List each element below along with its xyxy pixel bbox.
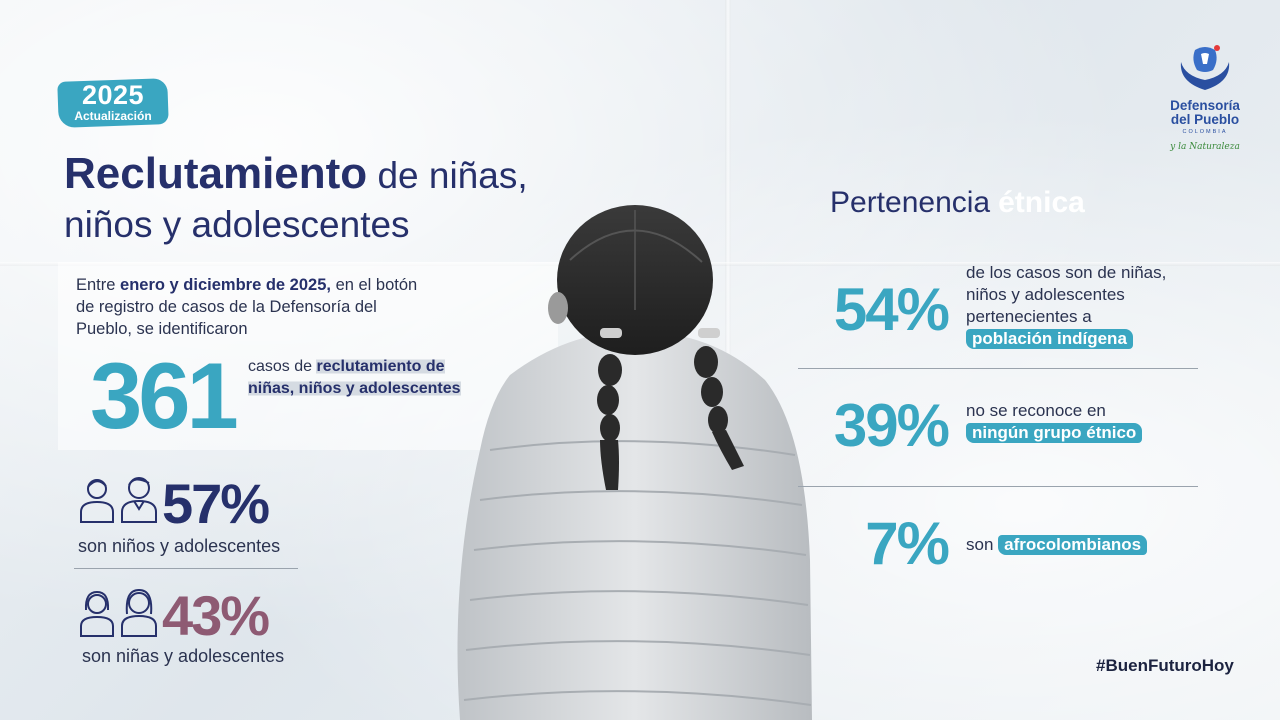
page-title: Reclutamiento de niñas, niños y adolesce… (64, 150, 684, 250)
ethnic-text-3: son (966, 535, 994, 554)
intro-panel (58, 262, 558, 450)
logo-line4: y la Naturaleza (1170, 142, 1240, 152)
boy-icon (80, 479, 114, 523)
ethnic-divider-2 (798, 486, 1198, 487)
year-badge: 2025 Actualización (57, 78, 169, 128)
logo-line3: COLOMBIA (1182, 129, 1228, 135)
girl-icon (80, 590, 114, 637)
logo-line1: Defensoría (1170, 98, 1240, 113)
title-line2: niños y adolescentes (64, 204, 410, 245)
title-bold: Reclutamiento (64, 149, 368, 198)
ethnic-title-pre: Pertenencia (830, 186, 991, 219)
teen-boy-icon (121, 477, 157, 523)
ethnic-title-highlight: étnica (990, 186, 1093, 220)
ethnic-tag-1: población indígena (966, 329, 1133, 349)
ethnic-percent-3: 7% (865, 510, 950, 577)
ethnic-item-1: de los casos son de niñas, niños y adole… (966, 262, 1206, 350)
teen-girl-icon (121, 588, 157, 637)
ethnic-item-2: no se reconoce en ningún grupo étnico (966, 400, 1206, 444)
boys-label: son niños y adolescentes (78, 536, 281, 556)
ethnic-divider-1 (798, 368, 1198, 369)
ethnic-title: Pertenencia étnica (830, 186, 1093, 220)
ethnic-percent-1: 54% (833, 276, 950, 343)
hashtag: #BuenFuturoHoy (1096, 656, 1234, 675)
total-cases-number: 361 (90, 343, 239, 448)
badge-year: 2025 (81, 80, 145, 110)
intro-p1: Entre (76, 276, 121, 294)
girls-percent: 43% (162, 584, 270, 647)
ethnic-percent-2: 39% (833, 392, 950, 459)
title-rest: de niñas, (367, 155, 528, 196)
girls-label: son niñas y adolescentes (82, 646, 285, 666)
logo-line2: del Pueblo (1170, 112, 1240, 127)
ethnic-text-2: no se reconoce en (966, 401, 1106, 420)
total-cases-text: casos de reclutamiento de niñas, niños y… (248, 356, 488, 400)
girls-icons (78, 588, 158, 638)
ethnic-tag-2: ningún grupo étnico (966, 423, 1143, 443)
hands-dove-icon (1180, 45, 1230, 90)
girl-photo (457, 205, 812, 720)
badge-subtitle: Actualización (74, 109, 152, 123)
ethnic-item-3: son afrocolombianos (966, 534, 1206, 556)
intro-text: Entre enero y diciembre de 2025, en el b… (76, 274, 436, 340)
gender-divider (74, 568, 298, 569)
intro-p2: en el botón de registro de casos de la D… (76, 276, 418, 338)
intro-period: enero y diciembre de 2025, (120, 276, 331, 294)
total-cases-pre: casos de (248, 358, 317, 375)
ethnic-tag-3: afrocolombianos (998, 535, 1148, 555)
defensoria-logo: Defensoría del Pueblo COLOMBIA y la Natu… (1160, 42, 1250, 162)
boys-icons (78, 474, 158, 524)
boys-percent: 57% (162, 472, 270, 535)
ethnic-text-1: de los casos son de niñas, niños y adole… (966, 263, 1167, 326)
